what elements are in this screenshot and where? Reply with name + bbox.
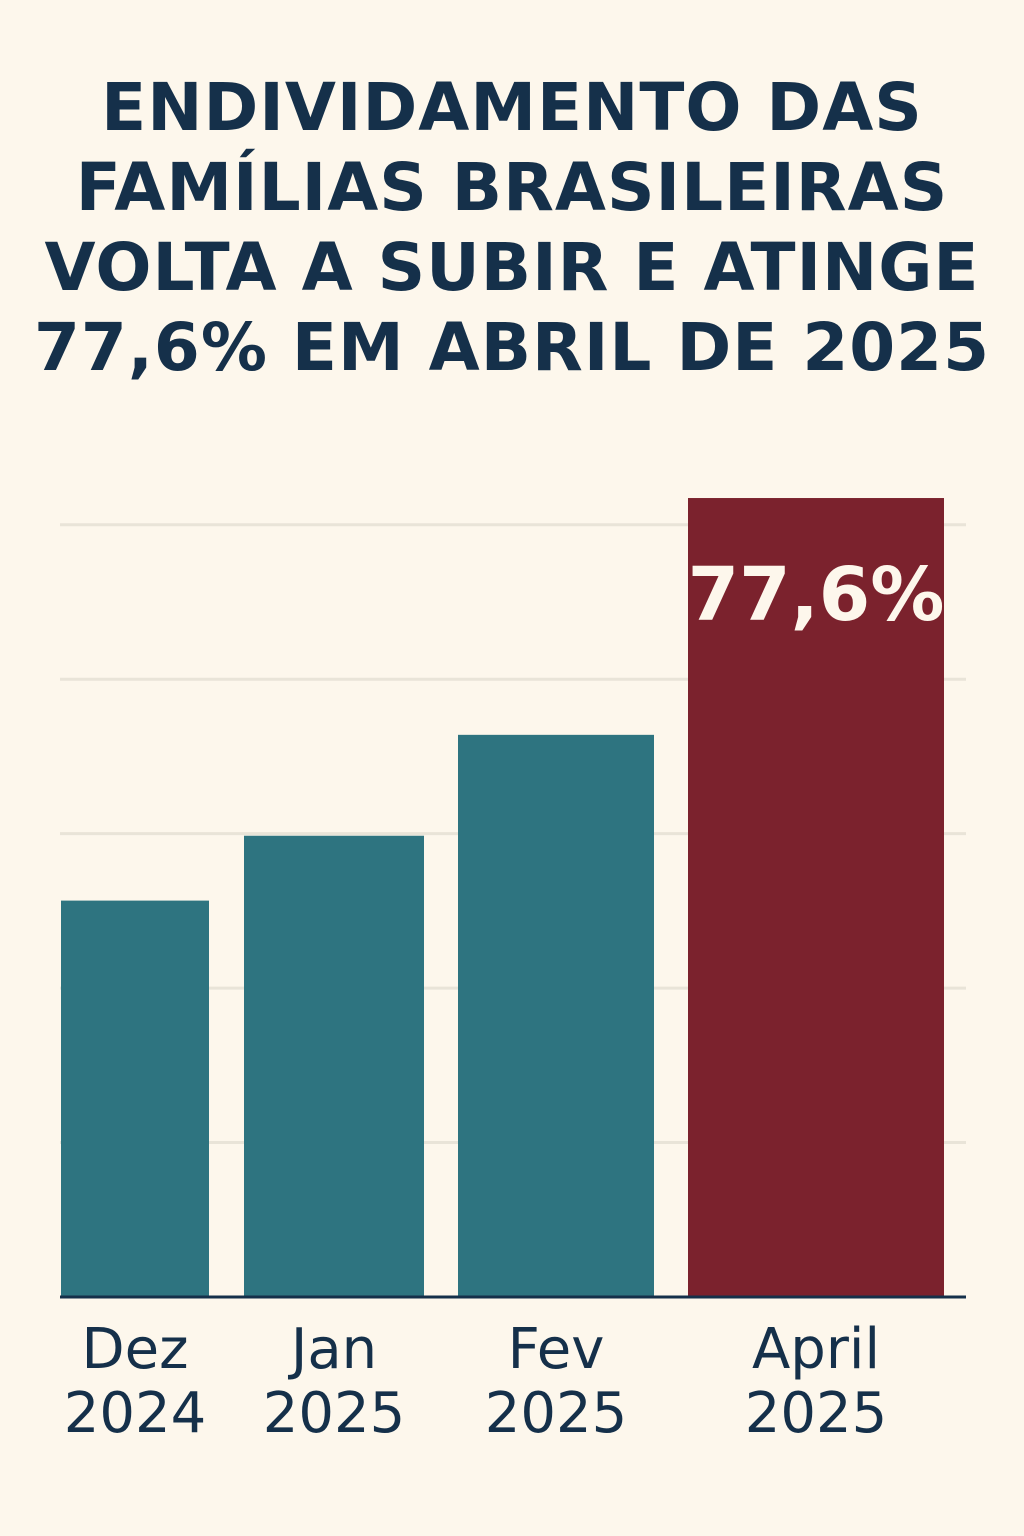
chart-title: ENDIVIDAMENTO DAS FAMÍLIAS BRASILEIRAS V…	[33, 69, 991, 386]
x-tick-label: Jan 2025	[262, 1317, 406, 1446]
x-tick-label: Dez 2024	[63, 1317, 207, 1446]
bar	[244, 835, 424, 1297]
bar	[458, 734, 654, 1297]
value-label: 77,6%	[688, 552, 945, 638]
bar	[61, 900, 209, 1297]
x-tick-label: April 2025	[744, 1317, 888, 1446]
x-tick-label: Fev 2025	[484, 1317, 628, 1446]
bar	[688, 498, 944, 1297]
